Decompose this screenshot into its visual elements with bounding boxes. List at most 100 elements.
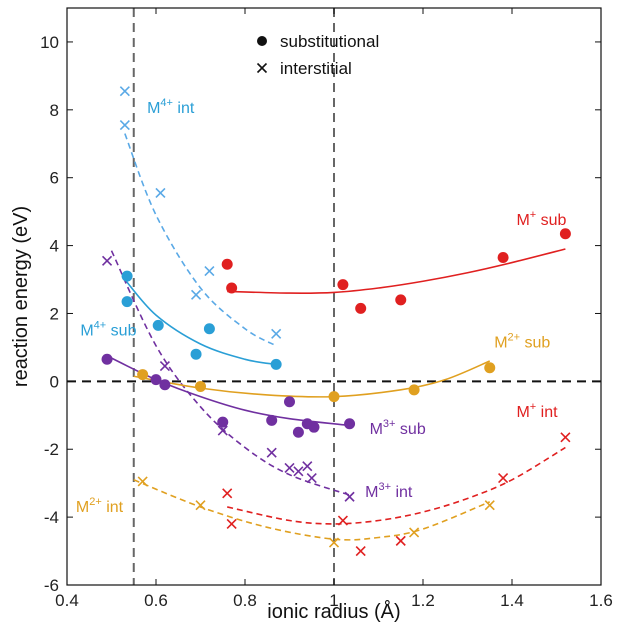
point-m4plus-int-2 bbox=[119, 120, 130, 131]
point-mplus-int-1 bbox=[222, 488, 233, 499]
point-m3plus-sub-3 bbox=[159, 379, 171, 391]
point-m2plus-int-2 bbox=[195, 500, 206, 511]
y-tick-label: 2 bbox=[50, 304, 59, 323]
point-m2plus-sub-5 bbox=[484, 362, 496, 374]
point-m4plus-sub-5 bbox=[203, 323, 215, 335]
fit-curve-m3plus-int bbox=[110, 250, 350, 496]
annotation-m3int: M3+ int bbox=[365, 481, 413, 501]
annotation-m2sub: M2+ sub bbox=[494, 331, 550, 351]
point-m4plus-int-3 bbox=[155, 187, 166, 199]
cross-stroke bbox=[195, 500, 206, 511]
point-m2plus-int-1 bbox=[137, 476, 148, 487]
cross-stroke bbox=[484, 500, 495, 511]
x-tick-label: 0.8 bbox=[233, 591, 257, 610]
cross-stroke bbox=[155, 187, 166, 199]
point-m3plus-int-5 bbox=[284, 462, 295, 473]
point-m4plus-sub-2 bbox=[121, 296, 133, 308]
point-mplus-sub-4 bbox=[355, 302, 367, 314]
reference-lines bbox=[67, 8, 601, 585]
x-tick-label: 1.4 bbox=[500, 591, 524, 610]
point-m3plus-int-4 bbox=[266, 447, 277, 458]
point-mplus-int-4 bbox=[355, 545, 366, 557]
fit-curve-m4plus-sub bbox=[124, 279, 277, 366]
cross-stroke bbox=[498, 473, 509, 484]
series-annotations: M4+ int M4+ sub M3+ sub M3+ int M2+ sub M2+ i… bbox=[76, 97, 567, 516]
point-m2plus-sub-3 bbox=[328, 391, 340, 403]
cross-stroke bbox=[159, 361, 170, 372]
point-mplus-sub-3 bbox=[337, 279, 349, 291]
point-m3plus-int-1 bbox=[101, 255, 113, 266]
point-m4plus-int-1 bbox=[119, 86, 130, 97]
point-m2plus-sub-2 bbox=[195, 380, 206, 392]
cross-stroke bbox=[101, 255, 113, 266]
cross-stroke bbox=[293, 466, 304, 477]
point-m3plus-sub-4 bbox=[217, 416, 229, 428]
y-tick-label: 0 bbox=[50, 372, 59, 391]
annotation-m4int: M4+ int bbox=[147, 97, 195, 117]
cross-stroke bbox=[395, 535, 406, 546]
cross-stroke bbox=[344, 491, 355, 502]
point-m2plus-int-4 bbox=[409, 527, 420, 538]
x-tick-label: 0.4 bbox=[55, 591, 79, 610]
point-m2plus-sub-4 bbox=[408, 384, 420, 396]
cross-stroke bbox=[306, 473, 317, 484]
legend-dot-marker bbox=[257, 36, 267, 46]
x-tick-label: 1.2 bbox=[411, 591, 435, 610]
point-mplus-int-3 bbox=[337, 515, 348, 526]
point-mplus-int-7 bbox=[560, 432, 571, 443]
y-tick-label: -2 bbox=[44, 440, 59, 459]
cross-stroke bbox=[119, 120, 130, 131]
legend-label-interstitial: interstitial bbox=[280, 59, 352, 78]
point-mplus-int-2 bbox=[226, 518, 237, 529]
cross-stroke bbox=[204, 265, 215, 277]
point-m4plus-sub-4 bbox=[190, 348, 202, 360]
y-tick-label: -4 bbox=[44, 508, 59, 527]
fit-curve-mplus-sub bbox=[227, 248, 566, 294]
y-tick-label: 10 bbox=[40, 33, 59, 52]
x-tick-label: 1 bbox=[329, 591, 338, 610]
point-mplus-int-5 bbox=[395, 535, 406, 546]
cross-stroke bbox=[266, 447, 277, 458]
point-m3plus-sub-1 bbox=[101, 353, 113, 365]
cross-stroke bbox=[302, 461, 313, 472]
cross-stroke bbox=[271, 328, 282, 339]
point-m3plus-int-3 bbox=[217, 425, 228, 436]
annotation-m3sub: M3+ sub bbox=[370, 418, 426, 438]
legend: substitutional interstitial bbox=[256, 32, 379, 78]
point-m3plus-int-7 bbox=[302, 461, 313, 472]
point-m4plus-sub-6 bbox=[270, 358, 282, 370]
y-tick-label: 6 bbox=[50, 169, 59, 188]
cross-stroke bbox=[217, 425, 228, 436]
y-tick-label: 4 bbox=[50, 237, 59, 256]
point-m3plus-sub-6 bbox=[284, 396, 295, 408]
point-m3plus-int-6 bbox=[293, 466, 304, 477]
cross-stroke bbox=[328, 537, 340, 548]
point-m3plus-sub-10 bbox=[344, 418, 356, 430]
cross-stroke bbox=[256, 62, 268, 74]
point-mplus-sub-1 bbox=[221, 258, 233, 270]
legend-cross-marker bbox=[256, 62, 268, 74]
cross-stroke bbox=[190, 289, 202, 300]
legend-label-substitutional: substitutional bbox=[280, 32, 379, 51]
point-mplus-sub-7 bbox=[559, 228, 571, 240]
cross-stroke bbox=[222, 488, 233, 499]
point-mplus-sub-6 bbox=[497, 251, 509, 263]
annotation-m1int: M+ int bbox=[516, 401, 558, 421]
annotation-m4sub: M4+ sub bbox=[80, 320, 136, 340]
point-m3plus-int-2 bbox=[159, 361, 170, 372]
cross-stroke bbox=[226, 518, 237, 529]
annotation-m1sub: M+ sub bbox=[516, 209, 566, 229]
fit-curve-mplus-int bbox=[227, 446, 566, 525]
fit-curve-m4plus-int bbox=[124, 133, 277, 347]
y-tick-label: -6 bbox=[44, 576, 59, 595]
y-tick-label: 8 bbox=[50, 101, 59, 120]
annotation-m2int: M2+ int bbox=[76, 496, 124, 516]
y-axis-label: reaction energy (eV) bbox=[10, 206, 32, 387]
axes: 0.4 0.6 0.8 1 1.2 1.4 1.6 -6 -4 -2 0 2 4 6 8 10 ionic ra… bbox=[10, 7, 613, 623]
x-tick-label: 1.6 bbox=[589, 591, 613, 610]
point-m3plus-int-9 bbox=[344, 491, 355, 502]
point-m2plus-sub-1 bbox=[137, 369, 149, 381]
cross-stroke bbox=[355, 545, 366, 557]
data-points bbox=[101, 86, 571, 557]
fit-curve-m3plus-sub bbox=[106, 355, 350, 427]
